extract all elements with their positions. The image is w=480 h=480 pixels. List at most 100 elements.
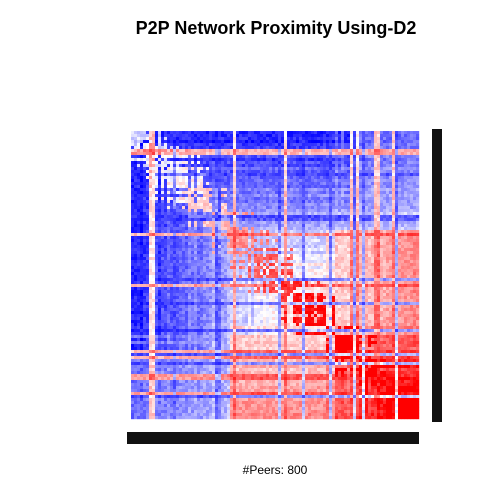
heatmap-cell xyxy=(416,212,420,216)
heatmap-cell xyxy=(413,212,417,216)
heatmap-cell xyxy=(185,149,189,153)
heatmap-cell xyxy=(410,218,414,222)
heatmap-cell xyxy=(293,263,297,267)
heatmap-cell xyxy=(191,131,195,135)
heatmap-cell xyxy=(332,251,336,255)
heatmap-cell xyxy=(416,209,420,213)
heatmap-cell xyxy=(416,155,420,159)
heatmap-cell xyxy=(230,203,234,207)
heatmap-cell xyxy=(254,131,258,135)
heatmap-cell xyxy=(404,176,408,180)
heatmap-cell xyxy=(335,203,339,207)
heatmap-cell xyxy=(185,233,189,237)
heatmap-cell xyxy=(317,227,321,231)
heatmap-cell xyxy=(329,197,333,201)
heatmap-cell xyxy=(161,173,165,177)
heatmap-cell xyxy=(311,185,315,189)
heatmap-cell xyxy=(200,263,204,267)
heatmap-cell xyxy=(227,218,231,222)
heatmap-cell xyxy=(362,200,366,204)
heatmap-cell xyxy=(326,203,330,207)
heatmap-cell xyxy=(356,200,360,204)
heatmap-cell xyxy=(314,131,318,135)
heatmap-cell xyxy=(401,242,405,246)
heatmap-cell xyxy=(386,152,390,156)
heatmap-cell xyxy=(266,149,270,153)
heatmap-cell xyxy=(134,173,138,177)
heatmap-cell xyxy=(146,254,150,258)
heatmap-cell xyxy=(245,212,249,216)
heatmap-cell xyxy=(302,185,306,189)
heatmap-cell xyxy=(221,164,225,168)
heatmap-cell xyxy=(377,230,381,234)
heatmap-cell xyxy=(269,230,273,234)
heatmap-cell xyxy=(131,278,135,282)
heatmap-cell xyxy=(332,260,336,264)
heatmap-cell xyxy=(404,197,408,201)
heatmap-cell xyxy=(410,272,414,276)
heatmap-cell xyxy=(278,164,282,168)
heatmap-cell xyxy=(275,137,279,141)
heatmap-cell xyxy=(224,212,228,216)
heatmap-cell xyxy=(305,278,309,282)
heatmap-cell xyxy=(239,245,243,249)
heatmap-cell xyxy=(395,275,399,279)
heatmap-cell xyxy=(269,221,273,225)
heatmap-cell xyxy=(299,245,303,249)
heatmap-cell xyxy=(233,275,237,279)
heatmap-cell xyxy=(296,227,300,231)
heatmap-cell xyxy=(215,149,219,153)
heatmap-cell xyxy=(296,191,300,195)
heatmap-cell xyxy=(161,197,165,201)
heatmap-cell xyxy=(167,248,171,252)
heatmap-cell xyxy=(329,275,333,279)
heatmap-cell xyxy=(164,146,168,150)
heatmap-cell xyxy=(335,158,339,162)
heatmap-cell xyxy=(272,179,276,183)
heatmap-cell xyxy=(299,263,303,267)
heatmap-cell xyxy=(323,191,327,195)
heatmap-cell xyxy=(272,284,276,288)
heatmap-cell xyxy=(248,248,252,252)
heatmap-cell xyxy=(353,281,357,285)
heatmap-cell xyxy=(416,206,420,210)
heatmap-cell xyxy=(287,230,291,234)
heatmap-cell xyxy=(374,176,378,180)
heatmap-cell xyxy=(194,167,198,171)
heatmap-cell xyxy=(347,233,351,237)
heatmap-cell xyxy=(368,242,372,246)
heatmap-cell xyxy=(152,251,156,255)
heatmap-cell xyxy=(284,275,288,279)
heatmap-cell xyxy=(245,218,249,222)
heatmap-cell xyxy=(155,242,159,246)
heatmap-cell xyxy=(389,254,393,258)
heatmap-cell xyxy=(365,251,369,255)
heatmap-cell xyxy=(314,224,318,228)
heatmap-cell xyxy=(344,206,348,210)
heatmap-cell xyxy=(287,134,291,138)
heatmap-cell xyxy=(236,200,240,204)
heatmap-cell xyxy=(266,200,270,204)
heatmap-cell xyxy=(329,173,333,177)
heatmap-cell xyxy=(197,221,201,225)
heatmap-cell xyxy=(287,212,291,216)
heatmap-cell xyxy=(224,194,228,198)
heatmap-cell xyxy=(416,272,420,276)
heatmap-cell xyxy=(230,146,234,150)
heatmap-cell xyxy=(284,170,288,174)
heatmap-cell xyxy=(233,191,237,195)
heatmap-cell xyxy=(290,143,294,147)
heatmap-cell xyxy=(248,284,252,288)
heatmap-cell xyxy=(182,230,186,234)
heatmap-cell xyxy=(212,176,216,180)
heatmap-cell xyxy=(209,203,213,207)
heatmap-cell xyxy=(401,260,405,264)
heatmap-cell xyxy=(152,248,156,252)
heatmap-cell xyxy=(368,191,372,195)
heatmap-cell xyxy=(338,230,342,234)
heatmap-cell xyxy=(371,188,375,192)
heatmap-cell xyxy=(284,185,288,189)
heatmap-cell xyxy=(386,239,390,243)
heatmap-cell xyxy=(344,152,348,156)
heatmap-cell xyxy=(386,170,390,174)
